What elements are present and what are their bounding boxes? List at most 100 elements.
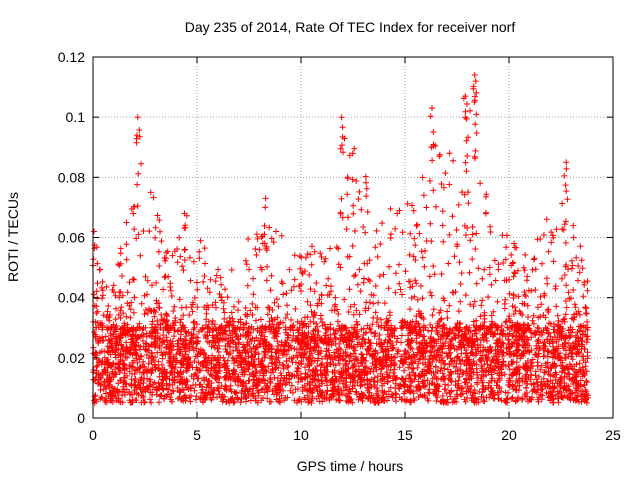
data-point	[366, 365, 372, 372]
data-point	[361, 363, 368, 370]
data-point	[551, 360, 558, 367]
data-point	[200, 278, 207, 285]
data-point	[382, 352, 389, 359]
data-point	[448, 369, 455, 376]
data-point	[358, 326, 365, 333]
data-point	[545, 248, 552, 255]
data-point	[513, 352, 520, 359]
data-point	[309, 243, 315, 250]
data-point	[354, 281, 361, 288]
data-point	[427, 289, 434, 296]
data-point	[259, 233, 266, 240]
data-point	[552, 377, 559, 383]
data-point	[411, 397, 418, 404]
data-point	[204, 302, 210, 309]
data-point	[473, 230, 480, 237]
data-point	[171, 333, 177, 340]
data-point	[540, 353, 547, 360]
data-point	[555, 327, 562, 334]
data-point	[94, 362, 101, 369]
data-point	[280, 362, 287, 369]
data-point	[473, 323, 480, 330]
data-point	[462, 114, 469, 121]
data-point	[256, 246, 263, 253]
data-point	[583, 378, 590, 384]
data-point	[252, 381, 259, 388]
data-point	[503, 399, 509, 406]
data-point	[347, 333, 354, 340]
data-point	[479, 379, 486, 386]
data-point	[236, 350, 243, 357]
data-point	[235, 396, 242, 403]
data-point	[427, 339, 433, 346]
data-point	[473, 361, 480, 368]
data-point	[278, 392, 285, 399]
data-point	[163, 317, 170, 323]
data-point	[209, 321, 216, 328]
data-point	[561, 221, 568, 228]
data-point	[196, 248, 203, 255]
data-point	[551, 372, 558, 378]
data-point	[289, 337, 295, 344]
data-point	[380, 349, 387, 356]
data-point	[435, 352, 442, 358]
data-point	[238, 379, 245, 385]
data-point	[287, 325, 294, 332]
data-point	[464, 383, 471, 390]
data-point	[146, 228, 153, 235]
data-point	[459, 189, 465, 196]
data-point	[231, 303, 237, 310]
data-point	[447, 393, 454, 400]
data-point	[205, 367, 212, 374]
data-point	[345, 353, 352, 360]
data-point	[325, 326, 332, 333]
data-point	[263, 277, 270, 284]
data-point	[430, 355, 437, 362]
data-point	[132, 397, 139, 404]
data-point	[169, 371, 176, 378]
data-point	[258, 364, 265, 371]
data-point	[327, 245, 334, 252]
data-point	[573, 310, 580, 317]
data-point	[127, 314, 134, 321]
data-point	[132, 384, 139, 391]
data-point	[119, 388, 126, 395]
data-point	[386, 263, 392, 270]
data-point	[430, 187, 437, 194]
data-point	[262, 326, 269, 333]
data-point	[436, 323, 443, 330]
data-point	[254, 235, 261, 242]
data-point	[184, 365, 191, 372]
data-point	[222, 346, 229, 353]
data-point	[416, 324, 423, 331]
data-point	[425, 389, 432, 396]
data-point	[502, 256, 509, 263]
data-point	[261, 333, 268, 340]
data-point	[408, 354, 415, 361]
data-point	[485, 354, 492, 361]
data-point	[506, 276, 513, 283]
data-point	[457, 298, 464, 305]
data-point	[464, 153, 471, 159]
data-point	[535, 353, 542, 360]
data-point	[571, 314, 578, 321]
data-point	[464, 225, 471, 231]
data-point	[338, 114, 345, 121]
data-point	[410, 395, 417, 402]
data-point	[490, 366, 497, 373]
data-point	[442, 360, 449, 367]
data-point	[373, 390, 380, 397]
data-point	[551, 385, 558, 392]
data-point	[285, 342, 292, 349]
data-point	[152, 342, 159, 349]
data-point	[422, 361, 429, 368]
data-point	[252, 246, 259, 252]
data-point	[254, 387, 261, 394]
data-point	[252, 344, 259, 351]
data-point	[485, 368, 492, 375]
data-point	[471, 327, 478, 334]
data-point	[477, 356, 484, 363]
data-point	[304, 392, 311, 399]
y-tick-label: 0.12	[58, 49, 85, 65]
data-point	[437, 336, 444, 343]
